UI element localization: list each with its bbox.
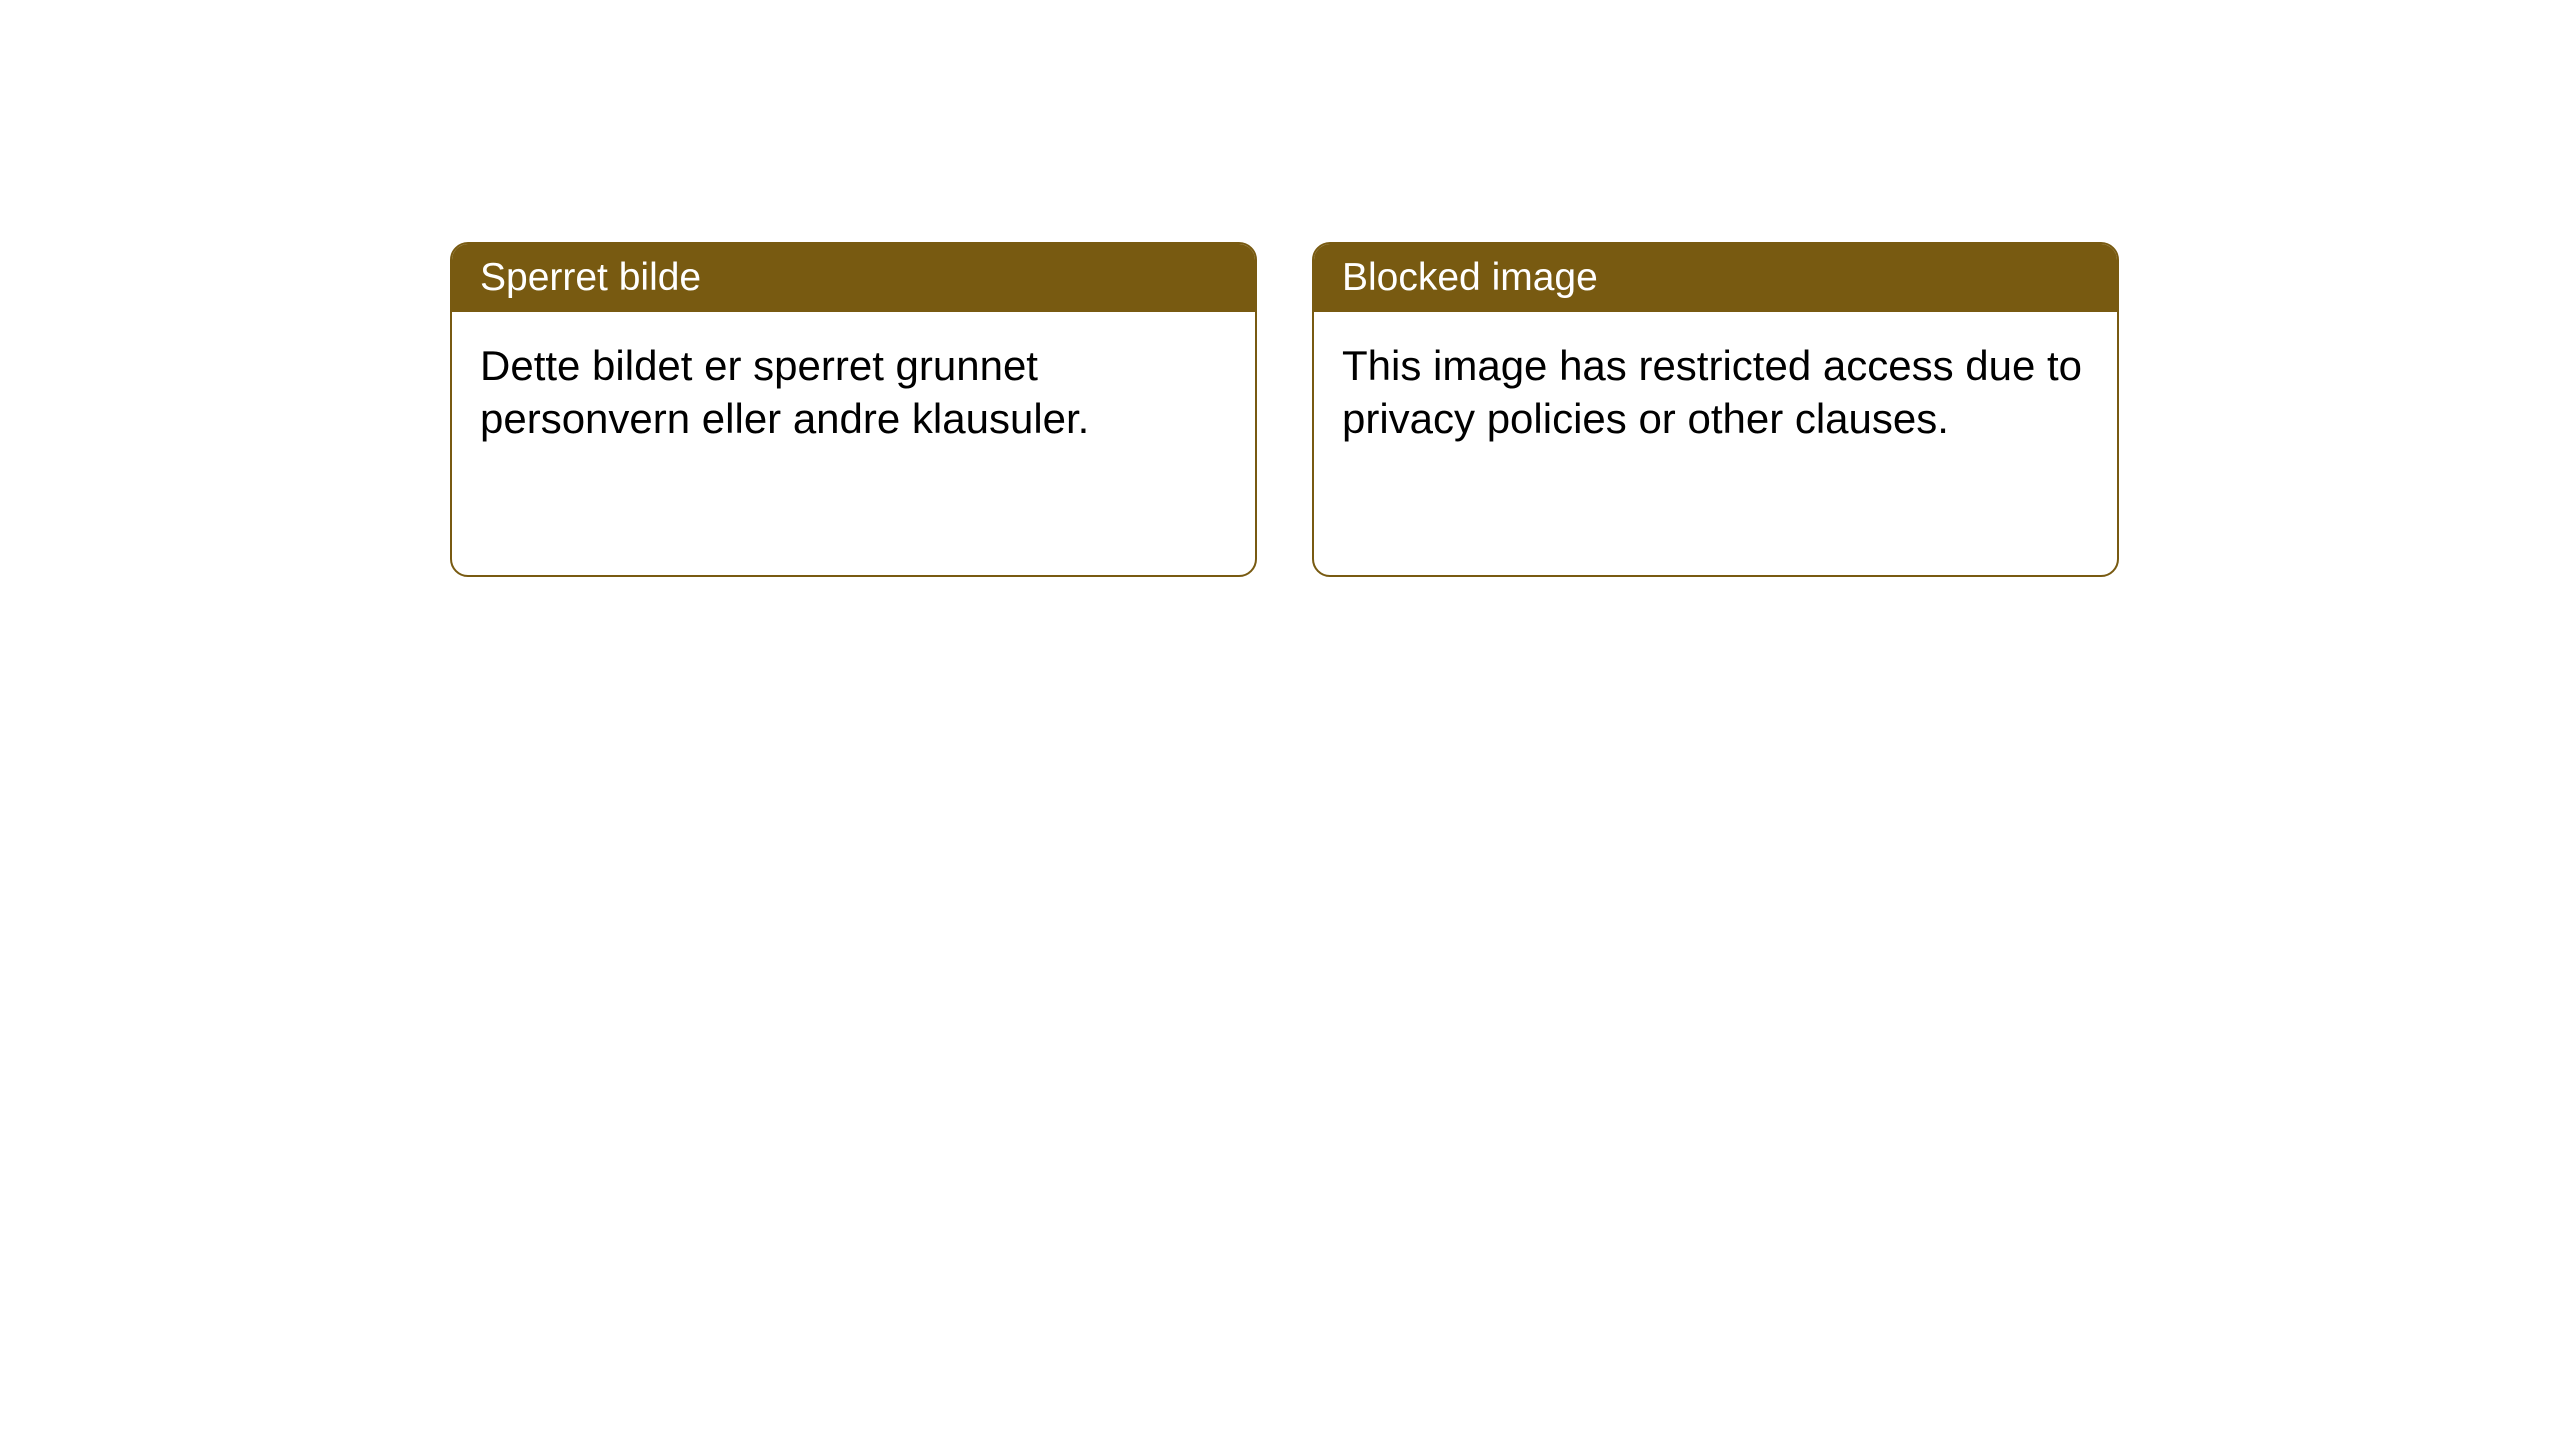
notice-header-norwegian: Sperret bilde xyxy=(452,244,1255,312)
notice-card-english: Blocked image This image has restricted … xyxy=(1312,242,2119,577)
notice-body-english: This image has restricted access due to … xyxy=(1314,312,2117,473)
notice-body-norwegian: Dette bildet er sperret grunnet personve… xyxy=(452,312,1255,473)
notice-card-norwegian: Sperret bilde Dette bildet er sperret gr… xyxy=(450,242,1257,577)
notice-container: Sperret bilde Dette bildet er sperret gr… xyxy=(0,0,2560,577)
notice-header-english: Blocked image xyxy=(1314,244,2117,312)
